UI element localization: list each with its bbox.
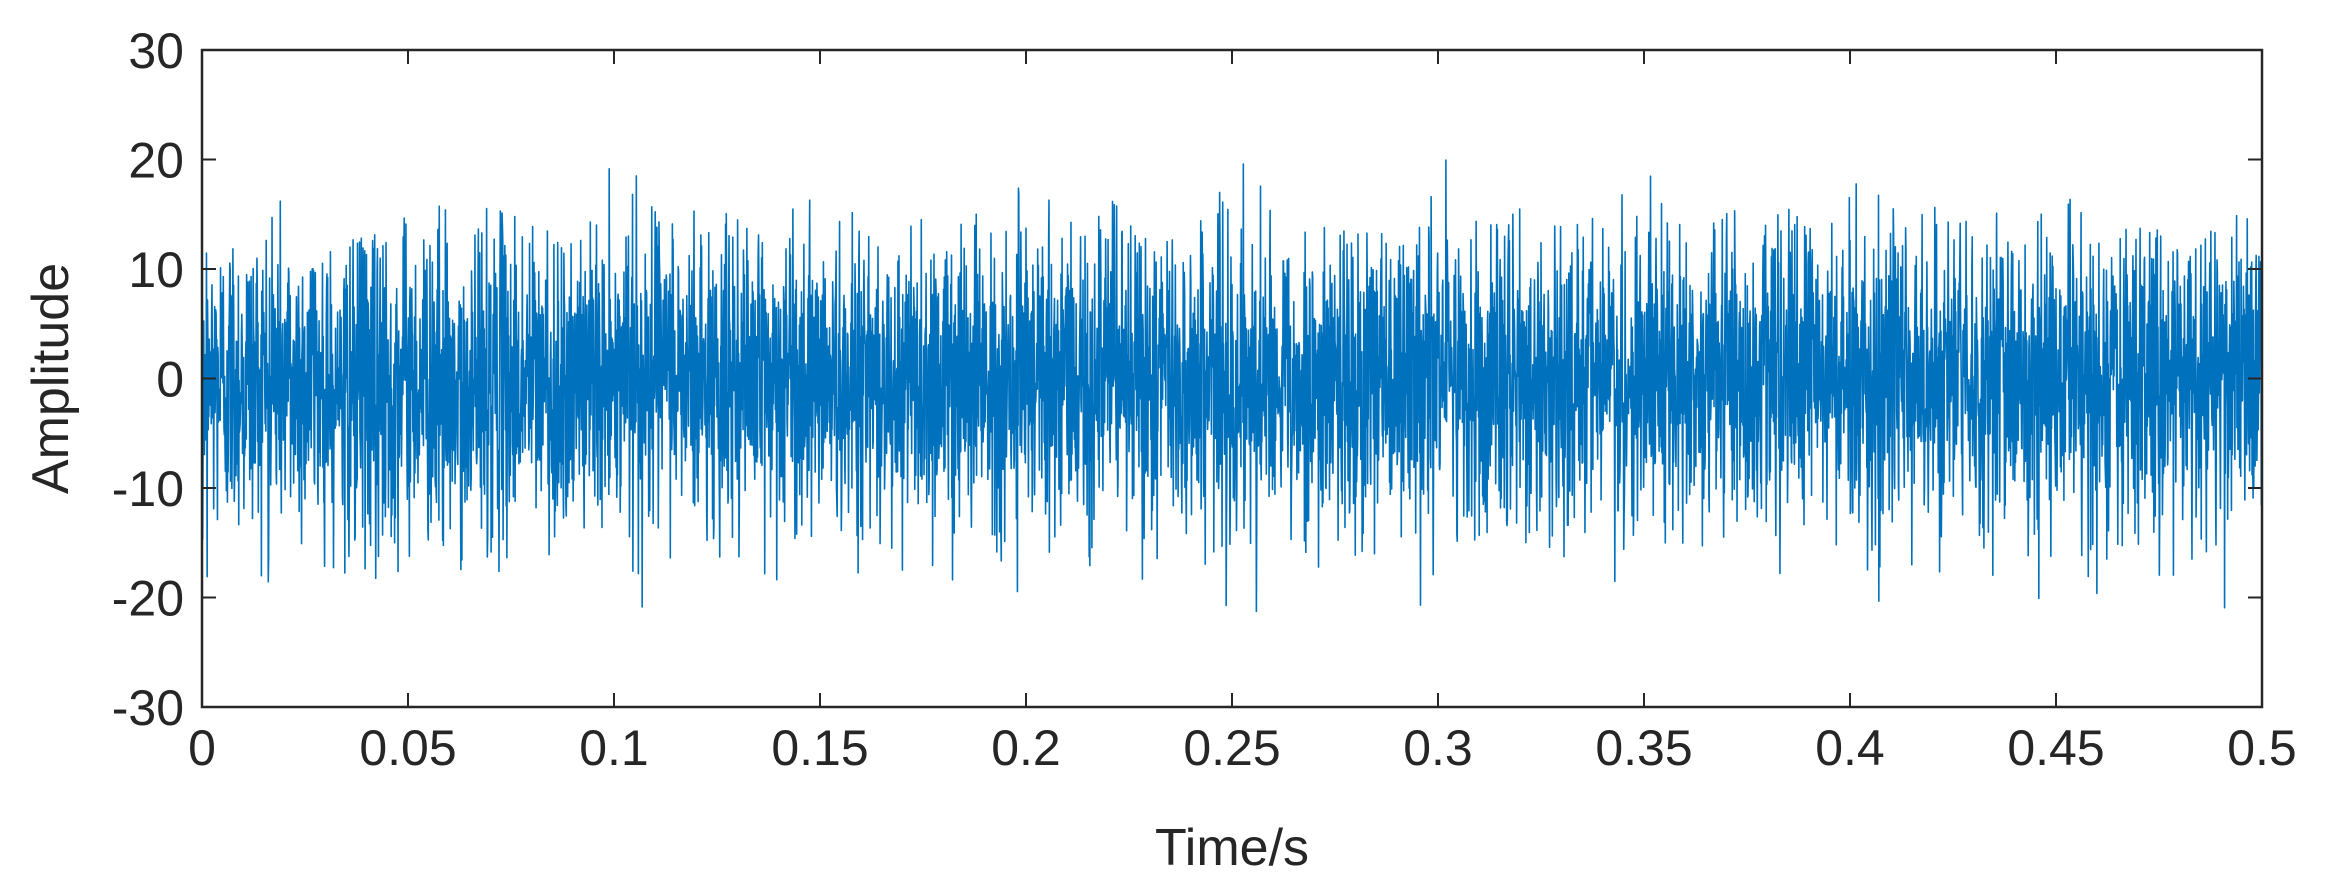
y-tick-label: 30 xyxy=(128,23,184,79)
y-axis: -30 -20 -10 0 10 20 30 xyxy=(112,23,2262,736)
x-tick-label: 0.05 xyxy=(359,720,456,776)
x-tick-label: 0 xyxy=(188,720,216,776)
x-axis-label: Time/s xyxy=(1155,819,1309,877)
y-tick-label: 0 xyxy=(156,352,184,408)
x-tick-label: 0.2 xyxy=(991,720,1061,776)
y-tick-label: 10 xyxy=(128,242,184,298)
plot-area: 0 0.05 0.1 0.15 0.2 0.25 0.3 0.35 0.4 0.45 0.5 -30… xyxy=(112,23,2297,776)
y-tick-label: 20 xyxy=(128,133,184,189)
signal-line xyxy=(202,159,2262,613)
x-tick-label: 0.3 xyxy=(1403,720,1473,776)
y-tick-label: -10 xyxy=(112,461,184,517)
x-tick-label: 0.15 xyxy=(771,720,868,776)
x-tick-label: 0.4 xyxy=(1815,720,1885,776)
x-axis: 0 0.05 0.1 0.15 0.2 0.25 0.3 0.35 0.4 0.45 0.5 xyxy=(188,50,2297,776)
x-tick-label: 0.35 xyxy=(1595,720,1692,776)
x-tick-label: 0.45 xyxy=(2007,720,2104,776)
x-tick-label: 0.5 xyxy=(2227,720,2297,776)
x-tick-label: 0.25 xyxy=(1183,720,1280,776)
y-axis-label: Amplitude xyxy=(22,263,80,494)
x-tick-label: 0.1 xyxy=(579,720,649,776)
y-tick-label: -20 xyxy=(112,571,184,627)
y-tick-label: -30 xyxy=(112,680,184,736)
signal-series xyxy=(202,159,2262,613)
